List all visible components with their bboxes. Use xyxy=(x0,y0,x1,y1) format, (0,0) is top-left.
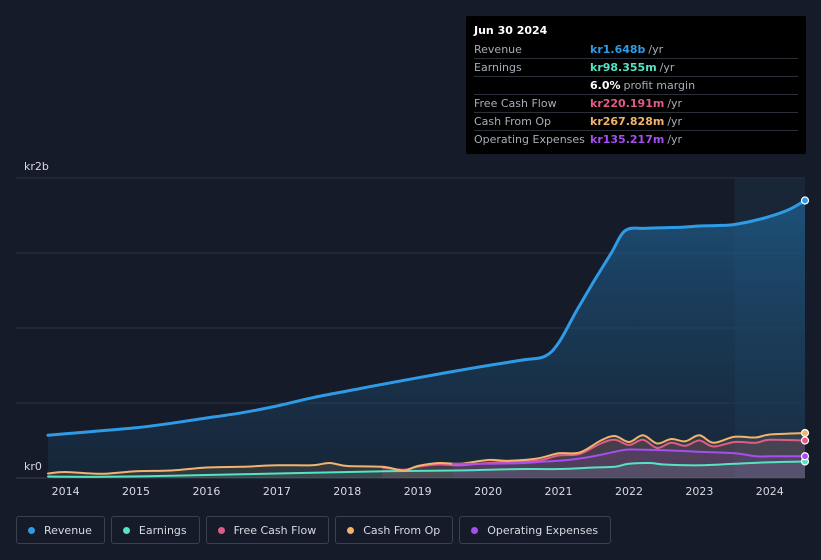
chart-end-dots xyxy=(800,196,810,466)
tooltip-row-operating-expenses: Operating Expenses kr135.217m/yr xyxy=(474,130,798,148)
legend-label: Operating Expenses xyxy=(487,523,599,537)
chart-areas xyxy=(48,200,805,478)
tooltip-row-label: Operating Expenses xyxy=(474,133,585,146)
legend-label: Revenue xyxy=(44,523,92,537)
tooltip-row-label: Revenue xyxy=(474,43,522,56)
legend-dot-icon xyxy=(28,526,35,534)
legend-dot-icon xyxy=(347,526,355,534)
legend-item-revenue[interactable]: Revenue xyxy=(16,516,105,544)
tooltip-row-value: kr220.191m xyxy=(590,97,665,110)
tooltip-row-value: kr98.355m xyxy=(590,61,657,74)
cash-from-op-end-dot xyxy=(800,428,810,438)
x-tick-label: 2022 xyxy=(615,485,643,498)
y-top-label: kr2b xyxy=(24,160,49,173)
tooltip-row-unit: /yr xyxy=(659,61,675,74)
x-tick-label: 2015 xyxy=(122,485,150,498)
tooltip-row-label: Earnings xyxy=(474,61,522,74)
tooltip-row-value: kr267.828m xyxy=(590,115,665,128)
tooltip-date: Jun 30 2024 xyxy=(474,24,548,37)
tooltip-row-label xyxy=(474,77,590,94)
tooltip-row-label: Free Cash Flow xyxy=(474,97,557,110)
legend-dot-icon xyxy=(122,526,130,534)
x-tick-label: 2024 xyxy=(756,485,784,498)
tooltip-row-free-cash-flow: Free Cash Flow kr220.191m/yr xyxy=(474,94,798,112)
x-tick-label: 2019 xyxy=(404,485,432,498)
y-zero-label: kr0 xyxy=(24,460,42,473)
tooltip-row-cash-from-op: Cash From Op kr267.828m/yr xyxy=(474,112,798,130)
x-tick-label: 2016 xyxy=(192,485,220,498)
tooltip-row-label: Cash From Op xyxy=(474,115,552,128)
tooltip: Jun 30 2024 Revenue kr1.648b/yr Earnings kr… xyxy=(466,16,806,154)
tooltip-row-unit: /yr xyxy=(667,97,683,110)
legend-item-earnings[interactable]: Earnings xyxy=(110,516,200,544)
tooltip-row-value: 6.0% xyxy=(590,79,621,92)
revenue-line xyxy=(46,199,807,437)
legend-dot-icon xyxy=(471,526,479,534)
revenue-end-dot xyxy=(800,196,810,205)
x-tick-label: 2017 xyxy=(263,485,291,498)
tooltip-row-profit-margin: 6.0% profit margin xyxy=(474,76,798,94)
tooltip-row-revenue: Revenue kr1.648b/yr xyxy=(474,41,798,58)
tooltip-row-unit: /yr xyxy=(667,133,683,146)
free-cash-flow-area xyxy=(382,439,805,478)
chart-lines xyxy=(46,199,807,478)
free-cash-flow-line xyxy=(381,438,806,471)
legend-item-operating-expenses[interactable]: Operating Expenses xyxy=(459,516,612,544)
legend: Revenue Earnings Free Cash Flow Cash From O… xyxy=(16,516,612,544)
x-tick-label: 2018 xyxy=(333,485,361,498)
tooltip-row-value: kr1.648b xyxy=(590,43,646,56)
operating-expenses-line xyxy=(451,448,806,465)
earnings-area xyxy=(48,461,805,478)
cash-from-op-line xyxy=(47,432,806,475)
tooltip-row-unit: profit margin xyxy=(623,79,696,92)
tooltip-row-unit: /yr xyxy=(648,43,664,56)
tooltip-row-earnings: Earnings kr98.355m/yr xyxy=(474,58,798,76)
tooltip-row-unit: /yr xyxy=(667,115,683,128)
x-axis: 2014 2015 2016 2017 2018 2019 2020 2021 2022 2023… xyxy=(52,485,784,498)
legend-dot-icon xyxy=(217,526,225,534)
free-cash-flow-end-dot xyxy=(800,436,810,445)
legend-label: Earnings xyxy=(138,523,187,537)
earnings-line xyxy=(47,460,806,478)
x-tick-label: 2021 xyxy=(545,485,573,498)
x-tick-label: 2014 xyxy=(52,485,80,498)
legend-label: Free Cash Flow xyxy=(233,523,317,537)
revenue-area xyxy=(48,200,805,478)
x-tick-label: 2023 xyxy=(685,485,713,498)
legend-label: Cash From Op xyxy=(363,523,441,537)
x-tick-label: 2020 xyxy=(474,485,502,498)
operating-expenses-end-dot xyxy=(800,452,810,461)
legend-item-cash-from-op[interactable]: Cash From Op xyxy=(335,516,454,544)
tooltip-row-value: kr135.217m xyxy=(590,133,665,146)
legend-item-free-cash-flow[interactable]: Free Cash Flow xyxy=(205,516,330,544)
